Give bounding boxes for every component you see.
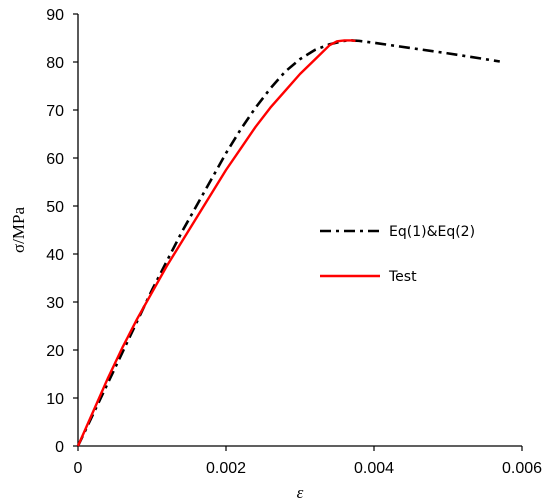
y-tick-label: 30 [46, 295, 64, 312]
y-tick-label: 50 [46, 199, 64, 216]
legend: Eq(1)&Eq(2) Test [320, 224, 475, 285]
x-tick-label: 0 [74, 460, 83, 477]
y-tick-label: 10 [46, 391, 64, 408]
y-tick-label: 70 [46, 103, 64, 120]
y-tick-label: 0 [55, 439, 64, 456]
y-tick-label: 90 [46, 7, 64, 24]
y-tick-label: 20 [46, 343, 64, 360]
x-tick-label: 0.006 [502, 460, 542, 477]
y-tick-label: 40 [46, 247, 64, 264]
x-tick-label: 0.004 [354, 460, 394, 477]
legend-label-eq: Eq(1)&Eq(2) [389, 224, 475, 240]
series-line-eq [76, 39, 501, 447]
x-tick-label: 0.002 [206, 460, 246, 477]
x-axis-title: ε [297, 483, 304, 502]
y-tick-label: 80 [46, 55, 64, 72]
series-layer [76, 39, 501, 447]
x-ticks: 0 0.002 0.004 0.006 [74, 446, 542, 477]
y-axis-title: σ/MPa [9, 207, 28, 253]
legend-label-test: Test [388, 269, 417, 285]
y-tick-label: 60 [46, 151, 64, 168]
series-line-test [76, 39, 356, 447]
y-ticks: 0 10 20 30 40 50 60 70 80 90 [46, 7, 78, 456]
axes: 0 10 20 30 40 50 60 70 80 90 0 0.002 0.004 0.006 [46, 7, 542, 477]
